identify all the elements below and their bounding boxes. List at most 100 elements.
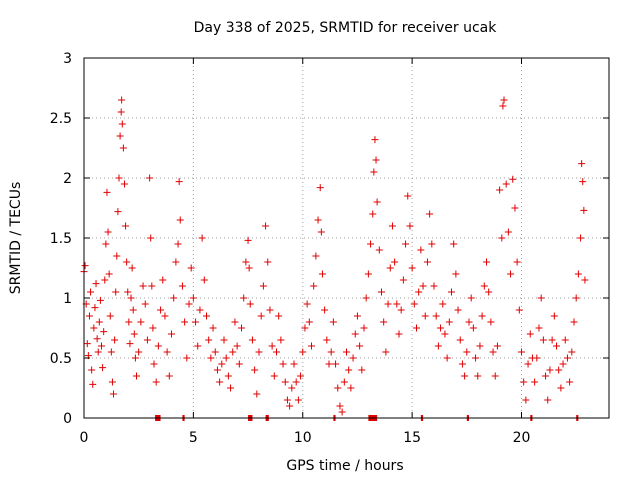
data-point bbox=[172, 258, 180, 266]
data-point bbox=[535, 324, 543, 332]
data-point bbox=[432, 312, 440, 320]
data-point bbox=[253, 390, 261, 398]
data-point bbox=[83, 340, 91, 348]
x-tick-label: 10 bbox=[294, 430, 312, 446]
data-point bbox=[542, 372, 550, 380]
data-point bbox=[577, 234, 585, 242]
data-point bbox=[222, 354, 230, 362]
data-point bbox=[303, 300, 311, 308]
y-tick-label: 2 bbox=[63, 171, 72, 187]
data-point bbox=[325, 360, 333, 368]
data-point bbox=[143, 336, 151, 344]
data-point bbox=[496, 186, 504, 194]
data-point bbox=[544, 396, 552, 404]
data-point bbox=[485, 288, 493, 296]
data-point bbox=[292, 378, 300, 386]
y-tick-label: 2.5 bbox=[50, 111, 72, 127]
y-axis-label: SRMTID / TECUs bbox=[8, 182, 24, 295]
data-point bbox=[310, 282, 318, 290]
data-point bbox=[415, 288, 423, 296]
data-point bbox=[96, 296, 104, 304]
data-point bbox=[581, 276, 589, 284]
data-point bbox=[127, 294, 135, 302]
data-point bbox=[443, 354, 451, 362]
data-point bbox=[323, 336, 331, 344]
data-point bbox=[404, 192, 412, 200]
data-point bbox=[329, 318, 337, 326]
data-point bbox=[378, 288, 385, 296]
data-point bbox=[120, 180, 128, 188]
data-point bbox=[428, 240, 436, 248]
data-point bbox=[178, 282, 186, 290]
data-point bbox=[402, 240, 410, 248]
data-point bbox=[194, 342, 202, 350]
data-point bbox=[118, 96, 126, 104]
data-point bbox=[524, 360, 532, 368]
data-point bbox=[235, 360, 243, 368]
data-point bbox=[372, 156, 380, 164]
data-point bbox=[207, 354, 215, 362]
data-point bbox=[238, 324, 245, 332]
data-point bbox=[106, 312, 114, 320]
data-point bbox=[417, 246, 425, 254]
data-point bbox=[384, 300, 392, 308]
data-point bbox=[130, 330, 138, 338]
data-point bbox=[213, 366, 221, 374]
data-point bbox=[531, 378, 539, 386]
data-point bbox=[373, 198, 381, 206]
data-point bbox=[555, 366, 563, 374]
data-point bbox=[108, 378, 116, 386]
x-tick-labels: 0 5 10 15 20 bbox=[80, 430, 531, 446]
data-point bbox=[557, 384, 565, 392]
data-point bbox=[102, 240, 110, 248]
data-point bbox=[502, 180, 510, 188]
data-point bbox=[500, 96, 508, 104]
data-point bbox=[537, 294, 545, 302]
data-point bbox=[327, 348, 335, 356]
data-point bbox=[450, 240, 458, 248]
data-point bbox=[318, 270, 326, 278]
data-point bbox=[275, 312, 283, 320]
x-tick-label: 0 bbox=[80, 430, 89, 446]
data-point bbox=[88, 366, 96, 374]
data-point bbox=[395, 330, 403, 338]
data-point bbox=[347, 384, 355, 392]
data-point bbox=[141, 300, 149, 308]
data-point bbox=[550, 312, 558, 320]
data-point bbox=[316, 184, 324, 192]
data-point bbox=[92, 280, 100, 288]
data-point bbox=[101, 276, 109, 284]
data-point bbox=[94, 348, 102, 356]
data-point bbox=[161, 312, 169, 320]
data-point bbox=[154, 342, 162, 350]
data-point bbox=[157, 306, 165, 314]
data-point bbox=[126, 340, 134, 348]
data-point bbox=[448, 288, 455, 296]
data-point bbox=[117, 108, 125, 116]
data-point bbox=[507, 270, 515, 278]
data-point bbox=[426, 210, 434, 218]
data-point bbox=[338, 408, 346, 416]
data-point bbox=[209, 324, 217, 332]
data-point bbox=[133, 372, 140, 380]
data-point bbox=[159, 276, 167, 284]
data-point bbox=[570, 318, 578, 326]
data-point bbox=[301, 324, 309, 332]
data-point bbox=[170, 294, 178, 302]
data-point bbox=[362, 294, 370, 302]
data-point bbox=[246, 300, 254, 308]
y-tick-label: 1.5 bbox=[50, 231, 72, 247]
data-point bbox=[526, 330, 534, 338]
data-point bbox=[518, 348, 525, 356]
data-point bbox=[441, 330, 449, 338]
data-point bbox=[349, 354, 357, 362]
data-point bbox=[89, 380, 97, 388]
data-point bbox=[279, 360, 287, 368]
data-point bbox=[580, 206, 588, 214]
data-point bbox=[472, 354, 480, 362]
data-point bbox=[286, 402, 294, 410]
data-point bbox=[119, 144, 127, 152]
data-point bbox=[200, 276, 208, 284]
data-point bbox=[356, 342, 364, 350]
data-point bbox=[81, 262, 89, 270]
